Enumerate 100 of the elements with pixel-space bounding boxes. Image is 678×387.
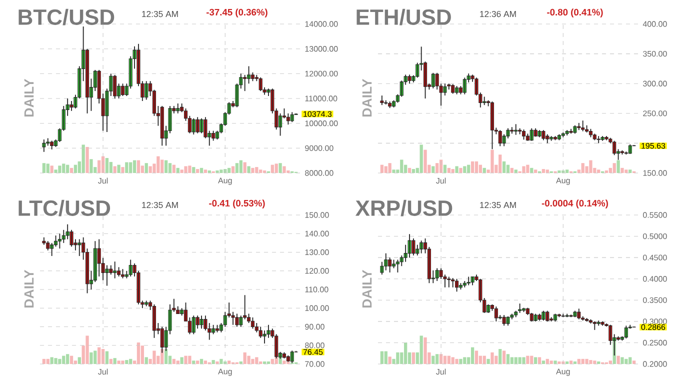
bar <box>86 146 89 173</box>
bar <box>608 360 612 364</box>
bar <box>447 356 450 364</box>
bar <box>526 356 530 364</box>
y-axis-title: DAILY <box>24 78 34 116</box>
chart-title: BTC/USD <box>18 8 114 26</box>
bar <box>251 168 254 173</box>
x-tick-label: Jul <box>436 178 446 184</box>
bar <box>184 166 188 173</box>
bar <box>388 163 392 173</box>
bar <box>255 357 258 364</box>
bar <box>388 356 392 364</box>
y-tick-label: 13000.00 <box>305 46 338 52</box>
bar <box>470 347 474 364</box>
bar <box>463 357 466 364</box>
bar <box>620 357 624 364</box>
y-tick-label: 120.00 <box>305 268 329 274</box>
bar <box>550 360 553 364</box>
bar <box>180 170 184 173</box>
y-tick-label: 140.00 <box>305 230 329 236</box>
bar <box>180 357 184 364</box>
y-tick-label: 0.4500 <box>643 254 667 260</box>
bar <box>581 163 584 173</box>
bar <box>432 166 435 173</box>
bar <box>392 170 396 173</box>
y-tick-label: 0.4000 <box>643 276 667 282</box>
bar <box>534 357 538 364</box>
x-tick-label: Aug <box>218 368 232 376</box>
bar <box>463 166 466 173</box>
bar <box>129 162 132 173</box>
bar <box>616 356 620 364</box>
x-tick-label: Aug <box>556 368 570 376</box>
bar <box>474 161 478 173</box>
bar <box>494 356 498 364</box>
bar <box>184 356 188 364</box>
bar <box>558 361 561 364</box>
bar <box>259 170 262 173</box>
bar <box>455 358 458 364</box>
bar <box>220 170 223 173</box>
bar <box>396 352 400 364</box>
bar <box>98 347 101 364</box>
bar <box>58 166 62 173</box>
bar <box>616 160 620 173</box>
bar <box>105 158 109 173</box>
bar <box>530 356 534 364</box>
x-tick-label: Aug <box>218 178 232 185</box>
bar <box>66 354 70 364</box>
bar <box>212 360 215 364</box>
bar <box>109 358 112 364</box>
candlestick <box>600 136 604 142</box>
y-tick-label: 90.00 <box>305 324 324 330</box>
bar <box>451 357 454 364</box>
bar <box>132 160 136 173</box>
chart-subtitle: 12:35 AM <box>142 202 178 208</box>
bar <box>243 162 246 173</box>
y-tick-label: 150.00 <box>643 170 667 176</box>
bar <box>86 336 89 364</box>
bar <box>58 358 62 364</box>
bar <box>148 166 152 173</box>
bar <box>270 164 274 173</box>
y-tick-label: 0.3000 <box>643 318 667 324</box>
bar <box>220 358 223 364</box>
bar <box>144 163 148 173</box>
bar <box>54 358 58 364</box>
bar <box>231 166 235 173</box>
y-tick-label: 0.5500 <box>643 212 667 218</box>
bar <box>384 351 388 364</box>
bar <box>597 170 600 173</box>
y-tick-label: 0.3500 <box>643 297 667 303</box>
bar <box>90 352 93 364</box>
bar <box>188 166 192 173</box>
bar <box>522 166 526 173</box>
annotation: 10374.3 <box>304 111 332 117</box>
bar <box>384 166 388 173</box>
bar <box>482 356 486 364</box>
annotation: 195.63 <box>642 142 666 149</box>
bar <box>113 166 116 173</box>
bar <box>136 342 140 364</box>
bar <box>554 360 557 364</box>
y-tick-label: 12000.00 <box>305 70 338 77</box>
candlestick <box>42 139 46 152</box>
bar <box>94 350 97 364</box>
candlestick <box>380 95 384 106</box>
y-tick-label: 10000.00 <box>305 120 338 126</box>
candlestick <box>573 310 577 318</box>
bar <box>78 357 81 364</box>
bar <box>522 357 526 364</box>
y-tick-label: 0.5000 <box>643 233 667 240</box>
bar <box>470 161 474 173</box>
y-axis-title: DAILY <box>362 78 372 116</box>
bar <box>589 160 592 173</box>
bar <box>420 144 423 173</box>
bar <box>498 348 502 364</box>
bar <box>140 346 144 364</box>
candlestick <box>408 74 412 84</box>
x-tick-label: Jul <box>98 178 108 184</box>
bar <box>412 352 416 364</box>
candlestick <box>569 128 573 134</box>
bar <box>632 360 636 364</box>
bar <box>542 360 546 364</box>
